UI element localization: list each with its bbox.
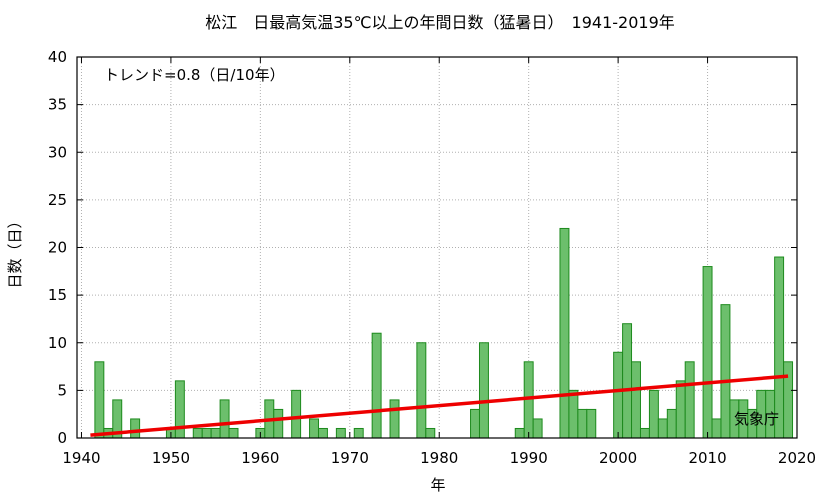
bar-1954 — [201, 427, 212, 439]
bar-2003 — [639, 427, 650, 439]
bar-2006 — [666, 408, 677, 439]
trend-label: トレンド=0.8（日/10年） — [104, 66, 285, 84]
chart-title: 松江 日最高気温35℃以上の年間日数（猛暑日） 1941-2019年 — [205, 13, 675, 32]
x-tick-label: 1980 — [420, 449, 458, 467]
bar-1962 — [273, 408, 284, 439]
bar-2011 — [711, 418, 722, 439]
x-tick-label: 1940 — [62, 449, 100, 467]
bar-1978 — [416, 342, 427, 439]
bar-2019 — [783, 361, 794, 439]
bar-1979 — [425, 427, 436, 439]
bar-2008 — [684, 361, 695, 439]
bar-2002 — [631, 361, 641, 439]
y-tick-label: 25 — [48, 191, 67, 209]
bar-2012 — [720, 304, 731, 439]
trend-line — [90, 374, 789, 437]
bar-1975 — [389, 399, 400, 439]
bar-1955 — [210, 427, 221, 439]
bar-2005 — [657, 418, 668, 439]
bar-2010 — [702, 266, 713, 439]
source-label: 気象庁 — [734, 410, 779, 428]
bar-2000 — [613, 351, 624, 439]
bar-1997 — [586, 408, 597, 439]
x-tick-label: 2010 — [688, 449, 726, 467]
bar-1942 — [94, 361, 105, 439]
bar-2007 — [675, 380, 686, 439]
gridlines — [77, 57, 797, 438]
y-tick-label: 10 — [48, 334, 67, 352]
y-tick-label: 35 — [48, 96, 67, 114]
bar-1957 — [228, 427, 239, 439]
bar-1971 — [353, 427, 364, 439]
x-tick-label: 1990 — [510, 449, 548, 467]
y-tick-label: 0 — [57, 429, 67, 447]
bar-1994 — [559, 227, 570, 439]
y-tick-label: 20 — [48, 239, 67, 257]
bar-1956 — [219, 399, 230, 439]
bar-2004 — [648, 389, 659, 439]
bar-1995 — [568, 389, 579, 439]
bar-1966 — [309, 418, 319, 439]
bar-2001 — [622, 323, 633, 439]
bar-1984 — [470, 408, 480, 439]
x-tick-label: 2020 — [778, 449, 816, 467]
x-tick-label: 1950 — [152, 449, 190, 467]
bar-1989 — [514, 427, 525, 439]
bar-1973 — [371, 332, 382, 439]
y-tick-label: 30 — [48, 143, 67, 161]
bar-1967 — [317, 427, 328, 439]
x-axis-label: 年 — [430, 476, 445, 494]
bar-1969 — [335, 427, 346, 439]
y-tick-label: 40 — [48, 48, 67, 66]
bar-1985 — [478, 342, 489, 439]
y-axis-label: 日数（日） — [6, 213, 24, 288]
bar-1996 — [577, 408, 588, 439]
bar-1953 — [192, 427, 203, 439]
axis-ticks: 0 5 10 15 20 25 30 35 40 1940 1950 1960 1970 1980 1990… — [48, 48, 816, 467]
y-tick-label: 5 — [57, 381, 67, 399]
x-tick-label: 1970 — [331, 449, 369, 467]
bar-1946 — [130, 418, 141, 439]
y-tick-label: 15 — [48, 286, 67, 304]
bar-1964 — [291, 389, 302, 439]
x-tick-label: 2000 — [599, 449, 637, 467]
bar-1991 — [532, 418, 543, 439]
x-tick-label: 1960 — [241, 449, 279, 467]
